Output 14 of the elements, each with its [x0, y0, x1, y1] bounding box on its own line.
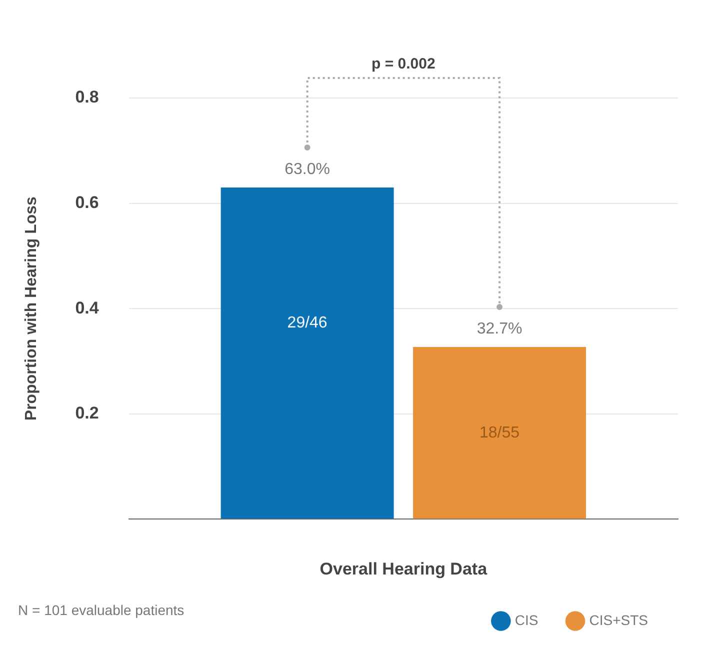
y-tick-label: 0.6: [75, 192, 99, 212]
text: p = 0.002: [372, 56, 436, 73]
annotation: 18/55: [479, 424, 520, 442]
legend-label: CIS: [514, 612, 538, 628]
legend-label: CIS+STS: [589, 612, 648, 628]
y-tick-label: 0.8: [75, 88, 99, 107]
y-tick-label: 0.4: [75, 298, 100, 318]
y-tick-label: 0.2: [75, 404, 99, 423]
data-label: 63.0%: [284, 160, 330, 178]
x-axis-title: Overall Hearing Data: [320, 559, 488, 578]
text: N = 101 evaluable patients: [18, 602, 184, 618]
y-axis-title: Proportion with Hearing Loss: [23, 196, 40, 421]
data-label: 32.7%: [476, 320, 522, 338]
annotation: 29/46: [287, 314, 328, 332]
